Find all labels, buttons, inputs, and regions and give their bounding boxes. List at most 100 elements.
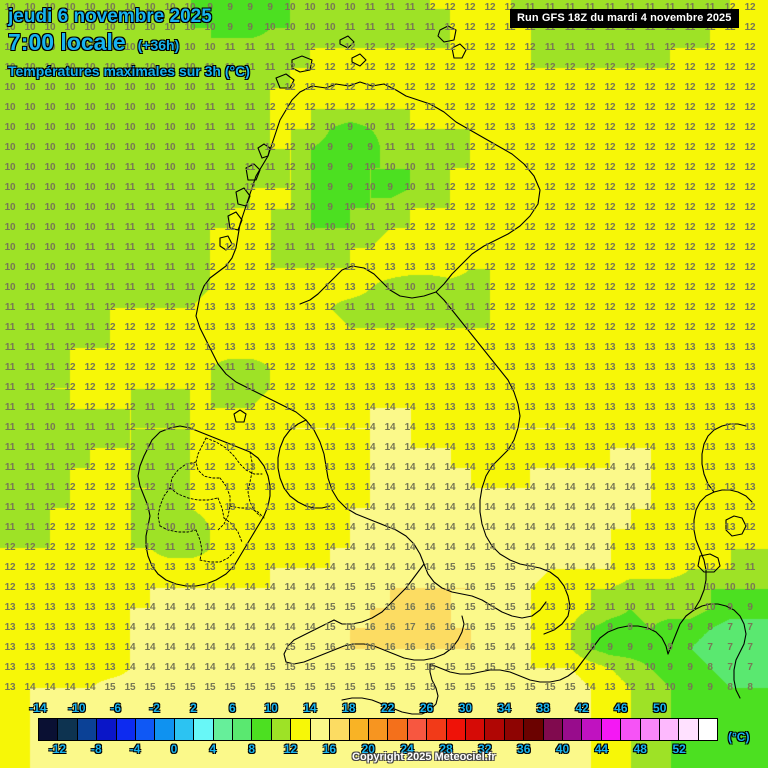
grid-temperature-value: 14 bbox=[164, 622, 176, 633]
grid-temperature-value: 11 bbox=[104, 282, 116, 293]
grid-temperature-value: 10 bbox=[124, 62, 136, 73]
grid-temperature-value: 12 bbox=[124, 382, 136, 393]
grid-temperature-value: 10 bbox=[364, 202, 376, 213]
grid-temperature-value: 11 bbox=[264, 62, 276, 73]
grid-temperature-value: 13 bbox=[324, 342, 336, 353]
grid-temperature-value: 12 bbox=[624, 102, 636, 113]
grid-temperature-value: 12 bbox=[444, 162, 456, 173]
grid-temperature-value: 12 bbox=[704, 162, 716, 173]
grid-temperature-value: 16 bbox=[364, 602, 376, 613]
grid-temperature-value: 12 bbox=[124, 422, 136, 433]
grid-temperature-value: 14 bbox=[344, 502, 356, 513]
grid-temperature-value: 14 bbox=[444, 542, 456, 553]
grid-temperature-value: 12 bbox=[744, 262, 756, 273]
grid-temperature-value: 12 bbox=[204, 542, 216, 553]
grid-temperature-value: 12 bbox=[604, 182, 616, 193]
grid-temperature-value: 13 bbox=[584, 422, 596, 433]
grid-temperature-value: 11 bbox=[604, 602, 616, 613]
grid-temperature-value: 10 bbox=[4, 102, 16, 113]
grid-temperature-value: 12 bbox=[44, 562, 56, 573]
grid-temperature-value: 10 bbox=[304, 182, 316, 193]
grid-temperature-value: 13 bbox=[324, 402, 336, 413]
grid-temperature-value: 12 bbox=[204, 242, 216, 253]
grid-temperature-value: 14 bbox=[444, 462, 456, 473]
grid-temperature-value: 13 bbox=[84, 622, 96, 633]
grid-temperature-value: 11 bbox=[384, 282, 396, 293]
grid-temperature-value: 12 bbox=[744, 302, 756, 313]
grid-temperature-value: 14 bbox=[164, 602, 176, 613]
grid-temperature-value: 12 bbox=[224, 282, 236, 293]
grid-temperature-value: 15 bbox=[544, 682, 556, 693]
grid-temperature-value: 13 bbox=[584, 362, 596, 373]
grid-temperature-value: 12 bbox=[124, 362, 136, 373]
grid-temperature-value: 12 bbox=[604, 102, 616, 113]
grid-temperature-value: 13 bbox=[644, 402, 656, 413]
grid-temperature-value: 11 bbox=[144, 202, 156, 213]
grid-temperature-value: 11 bbox=[144, 182, 156, 193]
grid-temperature-value: 11 bbox=[144, 462, 156, 473]
grid-temperature-value: 12 bbox=[464, 222, 476, 233]
grid-temperature-value: 11 bbox=[24, 502, 36, 513]
grid-temperature-value: 14 bbox=[184, 662, 196, 673]
grid-temperature-value: 11 bbox=[144, 442, 156, 453]
grid-temperature-value: 13 bbox=[84, 582, 96, 593]
grid-temperature-value: 14 bbox=[344, 522, 356, 533]
grid-temperature-value: 12 bbox=[284, 142, 296, 153]
grid-temperature-value: 12 bbox=[624, 62, 636, 73]
grid-temperature-value: 14 bbox=[344, 542, 356, 553]
grid-temperature-value: 13 bbox=[284, 402, 296, 413]
grid-temperature-value: 10 bbox=[64, 202, 76, 213]
grid-temperature-value: 12 bbox=[404, 42, 416, 53]
grid-temperature-value: 13 bbox=[224, 342, 236, 353]
grid-temperature-value: 12 bbox=[584, 162, 596, 173]
grid-temperature-value: 13 bbox=[4, 662, 16, 673]
grid-temperature-value: 11 bbox=[604, 42, 616, 53]
grid-temperature-value: 12 bbox=[204, 362, 216, 373]
grid-temperature-value: 14 bbox=[304, 602, 316, 613]
grid-temperature-value: 11 bbox=[384, 202, 396, 213]
grid-temperature-value: 12 bbox=[464, 22, 476, 33]
grid-temperature-value: 13 bbox=[544, 642, 556, 653]
grid-temperature-value: 10 bbox=[64, 282, 76, 293]
grid-temperature-value: 10 bbox=[24, 102, 36, 113]
grid-temperature-value: 12 bbox=[64, 562, 76, 573]
grid-temperature-value: 12 bbox=[664, 322, 676, 333]
grid-temperature-value: 10 bbox=[644, 622, 656, 633]
grid-temperature-value: 11 bbox=[344, 302, 356, 313]
grid-temperature-value: 12 bbox=[544, 242, 556, 253]
grid-temperature-value: 10 bbox=[324, 222, 336, 233]
grid-temperature-value: 14 bbox=[464, 522, 476, 533]
grid-temperature-value: 12 bbox=[64, 342, 76, 353]
grid-temperature-value: 13 bbox=[64, 622, 76, 633]
grid-temperature-value: 13 bbox=[24, 662, 36, 673]
model-run-banner: Run GFS 18Z du mardi 4 novembre 2025 bbox=[510, 9, 739, 28]
grid-temperature-value: 11 bbox=[684, 582, 696, 593]
grid-temperature-value: 15 bbox=[304, 642, 316, 653]
grid-temperature-value: 11 bbox=[4, 522, 16, 533]
grid-temperature-value: 15 bbox=[244, 682, 256, 693]
grid-temperature-value: 14 bbox=[344, 562, 356, 573]
grid-temperature-value: 11 bbox=[4, 402, 16, 413]
grid-temperature-value: 12 bbox=[344, 62, 356, 73]
grid-temperature-value: 16 bbox=[364, 642, 376, 653]
grid-temperature-value: 11 bbox=[644, 582, 656, 593]
grid-temperature-value: 13 bbox=[404, 262, 416, 273]
grid-temperature-value: 13 bbox=[164, 562, 176, 573]
grid-temperature-value: 12 bbox=[684, 562, 696, 573]
grid-temperature-value: 13 bbox=[224, 302, 236, 313]
legend-tick-label: 34 bbox=[497, 701, 511, 715]
grid-temperature-value: 15 bbox=[404, 682, 416, 693]
grid-temperature-value: 12 bbox=[444, 82, 456, 93]
grid-temperature-value: 13 bbox=[544, 582, 556, 593]
grid-temperature-value: 14 bbox=[144, 602, 156, 613]
grid-temperature-value: 15 bbox=[324, 682, 336, 693]
grid-temperature-value: 12 bbox=[744, 142, 756, 153]
grid-temperature-value: 16 bbox=[344, 642, 356, 653]
grid-temperature-value: 11 bbox=[24, 462, 36, 473]
grid-temperature-value: 13 bbox=[664, 342, 676, 353]
grid-temperature-value: 14 bbox=[124, 622, 136, 633]
legend-swatch bbox=[601, 719, 622, 740]
grid-temperature-value: 12 bbox=[504, 2, 516, 13]
grid-temperature-value: 12 bbox=[444, 322, 456, 333]
legend-colorbar[interactable] bbox=[38, 718, 718, 741]
